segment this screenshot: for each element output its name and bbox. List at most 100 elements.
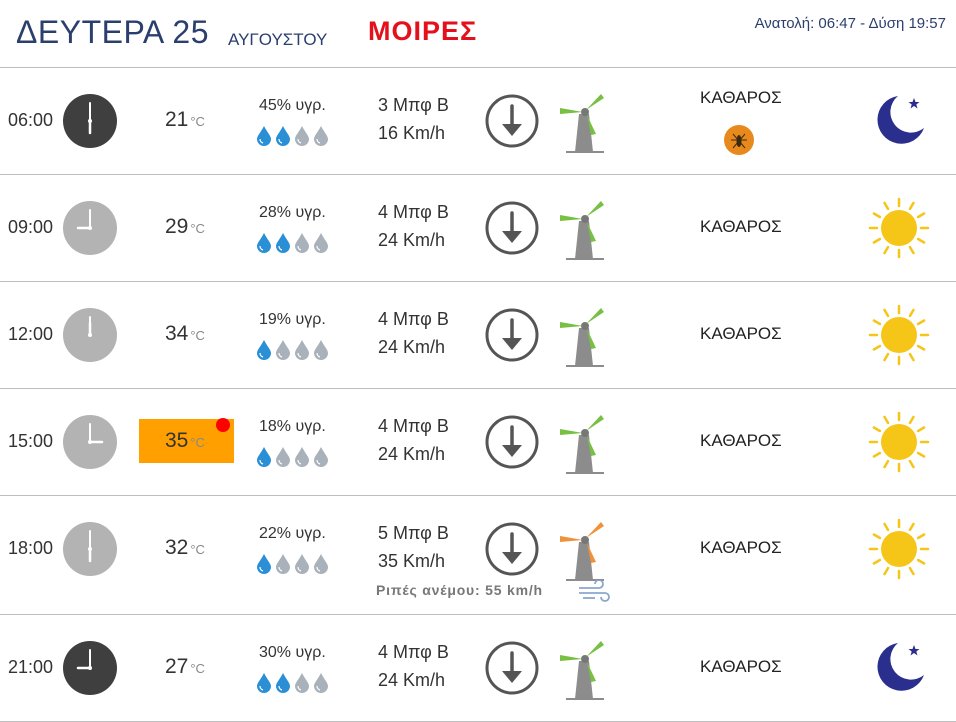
humidity-drops-icon: [256, 671, 336, 693]
humidity-label: 45% υγρ.: [259, 97, 326, 114]
location-title: ΜΟΙΡΕΣ: [368, 16, 478, 46]
turbine-svg: [560, 201, 604, 260]
sun-icon: [868, 411, 930, 473]
direction-svg: [485, 94, 539, 148]
direction-svg: [485, 308, 539, 362]
wind-beaufort: 3 Μπφ Β: [378, 95, 449, 115]
humidity-drop-icon: [276, 447, 290, 467]
humidity-drop-icon: [295, 126, 309, 146]
forecast-row: 21:00 27 °C 30% υγρ. 4 Μπφ Β 24 Km/h ΚΑΘΑ…: [0, 615, 956, 722]
humidity-drop-icon: [257, 554, 271, 574]
sunrise-sunset: Ανατολή: 06:47 - Δύση 19:57: [754, 15, 946, 32]
sun-icon: [868, 304, 930, 366]
temperature-unit: °C: [190, 221, 205, 236]
humidity-drop-icon: [276, 554, 290, 574]
temperature-number: 34: [165, 322, 189, 345]
hour-label: 06:00: [8, 110, 54, 130]
wind-turbine-icon: [558, 90, 610, 154]
humidity-label: 19% υγρ.: [259, 311, 326, 328]
humidity-drop-icon: [314, 554, 328, 574]
wind-speed: 24 Km/h: [378, 444, 446, 464]
day-title: ΔΕΥΤΕΡΑ 25: [16, 14, 209, 50]
clock-svg: [63, 415, 117, 469]
turbine-svg: [560, 94, 604, 153]
sky-condition: ΚΑΘΑΡΟΣ: [700, 538, 782, 557]
forecast-row: 09:00 29 °C 28% υγρ. 4 Μπφ Β 24 Km/h ΚΑΘΑ…: [0, 175, 956, 282]
temperature-value: 21 °C: [165, 108, 205, 132]
forecast-header: ΔΕΥΤΕΡΑ 25 ΑΥΓΟΥΣΤΟΥ ΜΟΙΡΕΣ Ανατολή: 06:…: [0, 0, 956, 68]
temperature-unit: °C: [190, 328, 205, 343]
turbine-svg: [560, 522, 604, 581]
clock-light-icon: [63, 522, 117, 576]
wind-beaufort: 4 Μπφ Β: [378, 202, 449, 222]
clock-svg: [63, 94, 117, 148]
mosquito-svg: [724, 125, 754, 155]
humidity-drop-icon: [257, 447, 271, 467]
wind-direction-arrow-icon: [485, 641, 539, 695]
gust-svg: [579, 579, 610, 602]
temperature-value: 35 °C: [165, 429, 205, 453]
weather-svg: [868, 197, 930, 259]
drops-svg: [257, 554, 328, 574]
turbine-svg: [560, 415, 604, 474]
humidity-label: 18% υγρ.: [259, 418, 326, 435]
wind-turbine-icon: [558, 304, 610, 368]
wind-beaufort: 4 Μπφ Β: [378, 642, 449, 662]
hour-label: 18:00: [8, 538, 54, 558]
weather-svg: [868, 518, 930, 580]
clock-light-icon: [63, 308, 117, 362]
hour-label: 09:00: [8, 217, 54, 237]
humidity-drop-icon: [295, 447, 309, 467]
hour-label: 12:00: [8, 324, 54, 344]
wind-direction-arrow-icon: [485, 94, 539, 148]
wind-speed: 35 Km/h: [378, 551, 446, 571]
direction-svg: [485, 415, 539, 469]
wind-turbine-icon: [558, 518, 610, 582]
humidity-drop-icon: [314, 673, 328, 693]
humidity-drop-icon: [295, 673, 309, 693]
wind-gust-label: Ριπές ανέμου: 55 km/h: [376, 582, 543, 598]
wind-direction-arrow-icon: [485, 522, 539, 576]
wind-speed: 24 Km/h: [378, 670, 446, 690]
humidity-label: 28% υγρ.: [259, 204, 326, 221]
temperature-value: 27 °C: [165, 655, 205, 679]
drops-svg: [257, 673, 328, 693]
month-label: ΑΥΓΟΥΣΤΟΥ: [228, 30, 328, 49]
clock-light-icon: [63, 415, 117, 469]
temperature-unit: °C: [190, 542, 205, 557]
temperature-unit: °C: [190, 114, 205, 129]
sun-icon: [868, 518, 930, 580]
moon-icon: [868, 637, 930, 699]
temperature-cell: 21 °C: [139, 98, 234, 142]
wind-beaufort: 5 Μπφ Β: [378, 523, 449, 543]
drops-svg: [257, 126, 328, 146]
sky-condition: ΚΑΘΑΡΟΣ: [700, 217, 782, 236]
wind-direction-arrow-icon: [485, 201, 539, 255]
temperature-unit: °C: [190, 435, 205, 450]
temperature-unit: °C: [190, 661, 205, 676]
hour-label: 21:00: [8, 657, 54, 677]
wind-speed: 24 Km/h: [378, 337, 446, 357]
humidity-drop-icon: [257, 673, 271, 693]
temperature-number: 35: [165, 429, 189, 452]
turbine-svg: [560, 641, 604, 700]
weather-svg: [868, 304, 930, 366]
wind-turbine-icon: [558, 637, 610, 701]
temperature-number: 32: [165, 536, 189, 559]
sky-condition: ΚΑΘΑΡΟΣ: [700, 324, 782, 343]
clock-dark-icon: [63, 641, 117, 695]
humidity-drop-icon: [276, 126, 290, 146]
direction-svg: [485, 641, 539, 695]
humidity-drop-icon: [314, 447, 328, 467]
forecast-row: 15:00 35 °C 18% υγρ. 4 Μπφ Β 24 Km/h ΚΑΘΑ…: [0, 389, 956, 496]
humidity-drops-icon: [256, 338, 336, 360]
wind-turbine-icon: [558, 411, 610, 475]
wind-beaufort: 4 Μπφ Β: [378, 309, 449, 329]
temperature-value: 34 °C: [165, 322, 205, 346]
humidity-drops-icon: [256, 231, 336, 253]
humidity-drops-icon: [256, 445, 336, 467]
heat-alert-dot-icon: [216, 418, 230, 432]
humidity-drops-icon: [256, 124, 336, 146]
weather-svg: [877, 96, 924, 144]
clock-dark-icon: [63, 94, 117, 148]
